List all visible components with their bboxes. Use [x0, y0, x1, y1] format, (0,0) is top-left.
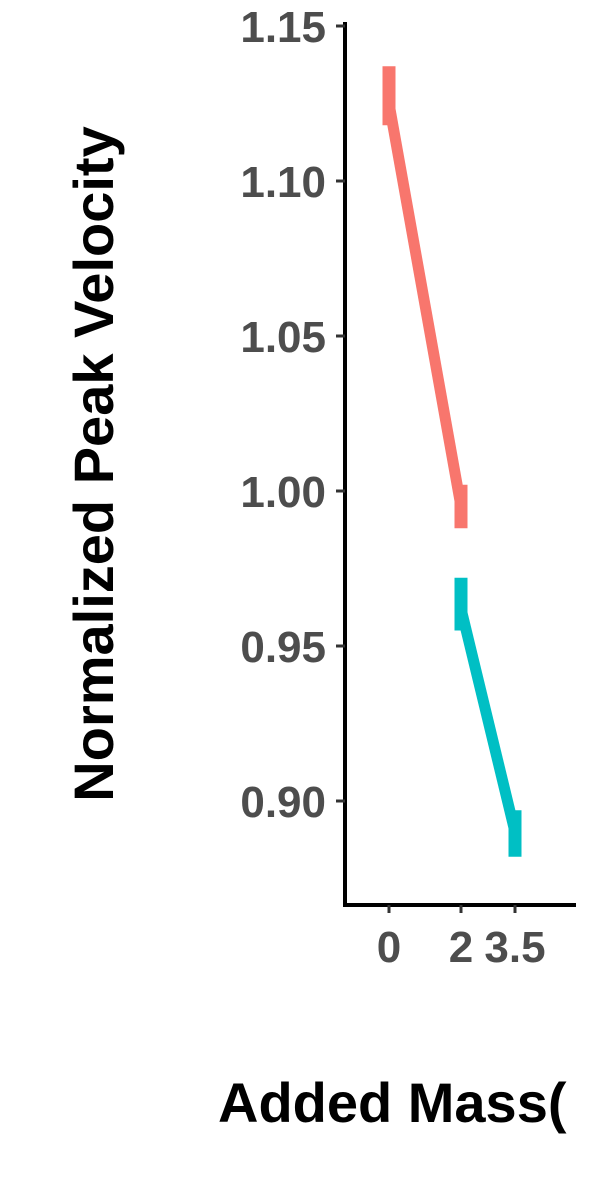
y-axis-title: Normalized Peak Velocity [62, 126, 125, 801]
x-tick-label: 3.5 [484, 923, 545, 972]
axes [343, 22, 576, 907]
x-axis-title: Added Mass( [218, 1071, 567, 1134]
plot-marks [382, 66, 522, 857]
y-tick-label: 1.05 [240, 313, 326, 362]
x-tick-label: 2 [449, 923, 473, 972]
y-tick-label: 1.00 [240, 468, 326, 517]
y-tick-label: 1.10 [240, 158, 326, 207]
y-ticks: 1.15 1.10 1.05 1.00 0.95 0.90 [240, 3, 345, 827]
y-tick-label: 0.95 [240, 623, 326, 672]
x-ticks: 0 2 3.5 [377, 905, 546, 972]
y-tick-label: 0.90 [240, 778, 326, 827]
series-2-line [455, 607, 521, 834]
x-tick-label: 0 [377, 923, 401, 972]
series-1-line [383, 102, 467, 508]
y-tick-label: 1.15 [240, 3, 326, 52]
